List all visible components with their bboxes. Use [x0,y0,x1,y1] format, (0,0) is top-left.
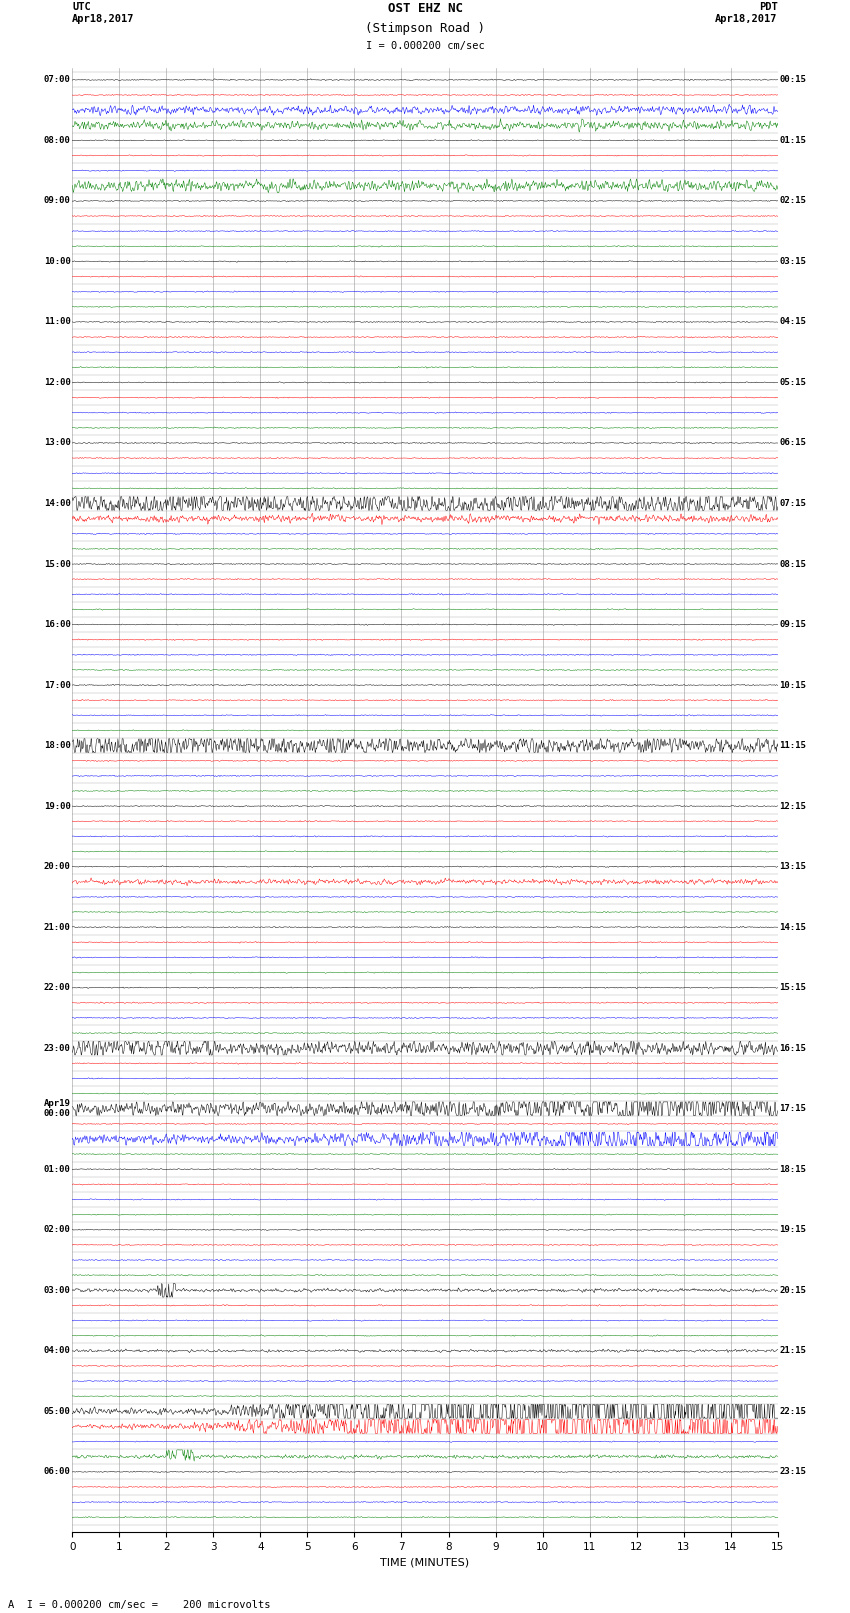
Text: 13:00: 13:00 [44,439,71,447]
Text: 20:15: 20:15 [779,1286,806,1295]
Text: 05:00: 05:00 [44,1407,71,1416]
Text: 17:15: 17:15 [779,1105,806,1113]
Text: 08:00: 08:00 [44,135,71,145]
Text: 10:15: 10:15 [779,681,806,690]
Text: 03:00: 03:00 [44,1286,71,1295]
Text: 21:00: 21:00 [44,923,71,932]
Text: 23:15: 23:15 [779,1468,806,1476]
Text: 12:00: 12:00 [44,377,71,387]
Text: 11:00: 11:00 [44,318,71,326]
Text: 10:00: 10:00 [44,256,71,266]
Text: 01:15: 01:15 [779,135,806,145]
Text: 16:15: 16:15 [779,1044,806,1053]
Text: 23:00: 23:00 [44,1044,71,1053]
Text: 06:00: 06:00 [44,1468,71,1476]
Text: 12:15: 12:15 [779,802,806,811]
Text: 07:00: 07:00 [44,76,71,84]
Text: 04:00: 04:00 [44,1347,71,1355]
Text: PDT
Apr18,2017: PDT Apr18,2017 [715,3,778,24]
Text: 02:15: 02:15 [779,197,806,205]
Text: 15:15: 15:15 [779,984,806,992]
Text: 18:15: 18:15 [779,1165,806,1174]
Text: 19:00: 19:00 [44,802,71,811]
Text: OST EHZ NC: OST EHZ NC [388,3,462,16]
Text: 08:15: 08:15 [779,560,806,568]
Text: 19:15: 19:15 [779,1226,806,1234]
Text: 09:00: 09:00 [44,197,71,205]
Text: UTC
Apr18,2017: UTC Apr18,2017 [72,3,135,24]
Text: I = 0.000200 cm/sec: I = 0.000200 cm/sec [366,40,484,52]
Text: 00:15: 00:15 [779,76,806,84]
Text: 22:15: 22:15 [779,1407,806,1416]
Text: 13:15: 13:15 [779,861,806,871]
Text: 11:15: 11:15 [779,740,806,750]
Text: 16:00: 16:00 [44,619,71,629]
Text: 20:00: 20:00 [44,861,71,871]
Text: (Stimpson Road ): (Stimpson Road ) [365,23,485,35]
Text: 22:00: 22:00 [44,984,71,992]
Text: 09:15: 09:15 [779,619,806,629]
Text: 17:00: 17:00 [44,681,71,690]
Text: 18:00: 18:00 [44,740,71,750]
Text: 14:15: 14:15 [779,923,806,932]
Text: 21:15: 21:15 [779,1347,806,1355]
Text: 05:15: 05:15 [779,377,806,387]
Text: 02:00: 02:00 [44,1226,71,1234]
Text: 07:15: 07:15 [779,498,806,508]
Text: 03:15: 03:15 [779,256,806,266]
Text: 06:15: 06:15 [779,439,806,447]
Text: Apr19
00:00: Apr19 00:00 [44,1098,71,1118]
Text: A  I = 0.000200 cm/sec =    200 microvolts: A I = 0.000200 cm/sec = 200 microvolts [8,1600,271,1610]
Text: 01:00: 01:00 [44,1165,71,1174]
Text: 04:15: 04:15 [779,318,806,326]
Text: 15:00: 15:00 [44,560,71,568]
Text: 14:00: 14:00 [44,498,71,508]
X-axis label: TIME (MINUTES): TIME (MINUTES) [381,1558,469,1568]
